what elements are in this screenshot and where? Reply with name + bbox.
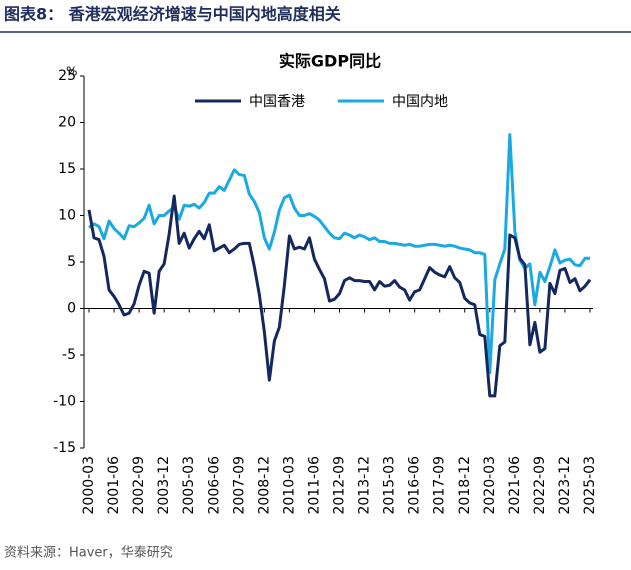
- x-tick-label: 2011-06: [306, 456, 322, 515]
- x-tick-label: 2025-03: [582, 456, 598, 515]
- x-tick-label: 2012-09: [332, 456, 348, 515]
- y-tick-label: -5: [62, 347, 76, 363]
- x-tick-label: 2015-03: [382, 456, 398, 515]
- y-tick-label: 25: [58, 68, 76, 84]
- x-tick-label: 2006-06: [206, 456, 222, 515]
- y-axis-label: %: [66, 65, 77, 79]
- y-tick-label: 20: [58, 115, 76, 131]
- x-tick-label: 2001-06: [106, 456, 122, 515]
- x-tick-label: 2018-12: [457, 456, 473, 515]
- legend-label: 中国内地: [392, 94, 448, 110]
- series-line: [88, 133, 590, 375]
- x-tick-label: 2013-12: [357, 456, 373, 515]
- y-tick-label: 10: [58, 208, 76, 224]
- x-tick-label: 2000-03: [81, 456, 97, 515]
- x-tick-label: 2010-03: [281, 456, 297, 515]
- y-tick-label: 0: [67, 301, 76, 317]
- y-tick-label: -15: [53, 440, 76, 456]
- legend-label: 中国香港: [249, 94, 305, 110]
- x-tick-label: 2005-03: [181, 456, 197, 515]
- page-title: 图表8： 香港宏观经济增速与中国内地高度相关: [4, 5, 341, 24]
- x-tick-label: 2022-09: [532, 456, 548, 515]
- y-tick-label: 15: [58, 161, 76, 177]
- series-line: [87, 194, 592, 398]
- x-tick-label: 2008-12: [256, 456, 272, 515]
- chart-title: 实际GDP同比: [279, 52, 381, 71]
- x-tick-label: 2023-12: [557, 456, 573, 515]
- x-tick-label: 2017-09: [432, 456, 448, 515]
- x-tick-label: 2016-06: [407, 456, 423, 515]
- y-tick-label: -10: [53, 394, 76, 410]
- x-tick-label: 2002-09: [131, 456, 147, 515]
- x-tick-label: 2020-03: [482, 456, 498, 515]
- y-tick-label: 5: [67, 254, 76, 270]
- source-note: 资料来源：Haver，华泰研究: [4, 546, 173, 561]
- x-tick-label: 2003-12: [156, 456, 172, 515]
- x-tick-label: 2021-06: [507, 456, 523, 515]
- x-tick-label: 2007-09: [231, 456, 247, 515]
